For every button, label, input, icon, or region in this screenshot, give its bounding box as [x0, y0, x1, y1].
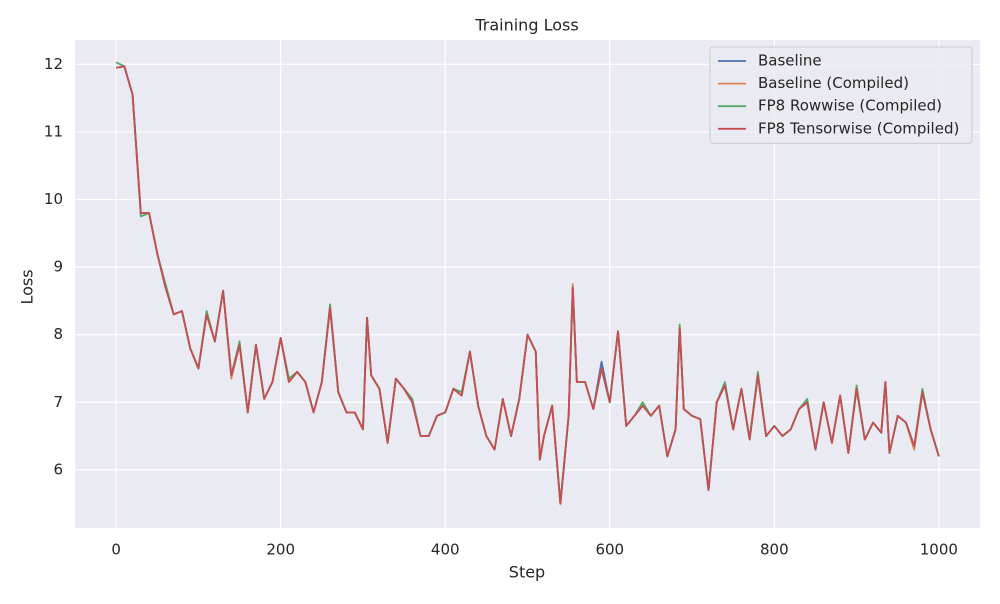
legend-label: FP8 Tensorwise (Compiled): [758, 119, 959, 137]
x-tick-label: 800: [760, 541, 789, 559]
y-tick-label: 6: [53, 460, 63, 478]
x-tick-label: 600: [595, 541, 624, 559]
chart-title: Training Loss: [474, 16, 578, 35]
y-tick-label: 12: [44, 55, 63, 73]
y-tick-label: 8: [53, 325, 63, 343]
legend-label: FP8 Rowwise (Compiled): [758, 97, 942, 115]
legend-label: Baseline: [758, 52, 822, 70]
legend: Baseline Baseline (Compiled) FP8 Rowwise (…: [709, 46, 973, 144]
y-axis-label: Loss: [18, 269, 37, 304]
legend-label: Baseline (Compiled): [758, 74, 909, 92]
x-tick-label: 1000: [920, 541, 958, 559]
legend-box: [709, 46, 973, 144]
y-tick-label: 11: [44, 122, 63, 140]
x-tick-label: 400: [431, 541, 460, 559]
x-axis-label: Step: [509, 563, 545, 582]
lines: [115, 61, 940, 505]
series-line: [115, 65, 940, 505]
x-tick-label: 0: [111, 541, 121, 559]
y-tick-label: 9: [53, 258, 63, 276]
y-tick-label: 7: [53, 393, 63, 411]
x-tick-label: 200: [266, 541, 295, 559]
y-tick-label: 10: [44, 190, 63, 208]
